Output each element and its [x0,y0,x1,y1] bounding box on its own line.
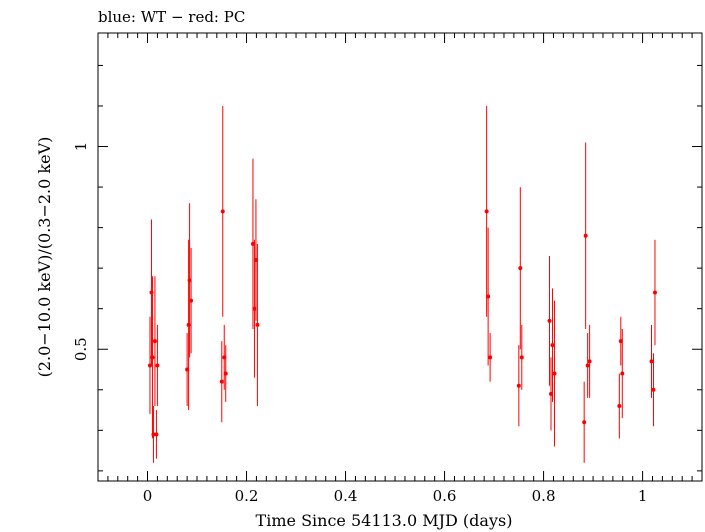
data-point [219,379,224,384]
data-point [547,318,552,323]
data-point [651,387,656,392]
data-point [587,359,592,364]
data-point [550,343,555,348]
data-point [255,322,260,327]
data-point [488,355,493,360]
data-point [154,432,159,437]
data-point [484,209,489,214]
plot-frame [97,32,703,482]
data-point [220,209,225,214]
data-point [155,363,160,368]
x-tick-label: 0.4 [334,487,358,505]
y-tick-label: 0.5 [72,337,90,361]
data-points [147,105,657,463]
data-point [620,371,625,376]
chart-header: blue: WT − red: PC [98,8,245,26]
axis-ticks: 0 0.2 0.4 0.6 0.8 1 0.5 1 [72,33,702,505]
data-point [486,294,491,299]
data-point [585,363,590,368]
x-tick-label: 0.2 [235,487,259,505]
data-point [583,233,588,238]
x-axis-label: Time Since 54113.0 MJD (days) [256,511,513,530]
data-point [617,403,622,408]
data-point [552,371,557,376]
data-point [649,359,654,364]
data-point [519,355,524,360]
data-point [582,420,587,425]
y-axis-label: (2.0−10.0 keV)/(0.3−2.0 keV) [35,137,54,378]
data-point [652,290,657,295]
y-tick-label: 1 [72,142,90,152]
x-tick-label: 0.6 [433,487,457,505]
x-tick-label: 0.8 [532,487,556,505]
data-point [223,371,228,376]
x-tick-label: 1 [638,487,648,505]
data-point [151,432,156,437]
data-point [150,355,155,360]
data-point [518,266,523,271]
data-point [189,298,194,303]
data-point [152,339,157,344]
x-tick-label: 0 [143,487,153,505]
data-point [516,383,521,388]
